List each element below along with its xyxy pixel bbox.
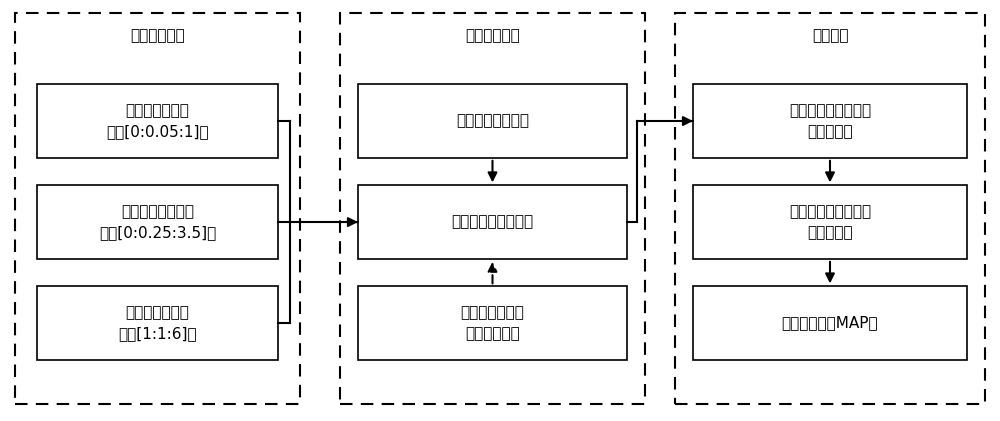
Bar xyxy=(340,13,645,404)
Text: 各档位特征加速度对
应的速度点: 各档位特征加速度对 应的速度点 xyxy=(789,204,871,240)
Bar xyxy=(358,84,627,158)
Bar xyxy=(693,286,967,360)
Text: 固定节气门开度
（如[0:0.05:1]）: 固定节气门开度 （如[0:0.05:1]） xyxy=(106,103,209,139)
Text: 各档位下控制MAP图: 各档位下控制MAP图 xyxy=(782,316,878,330)
Bar xyxy=(37,84,278,158)
Text: 仿真初始条件: 仿真初始条件 xyxy=(130,28,185,43)
Bar xyxy=(675,13,985,404)
Bar xyxy=(358,185,627,259)
Bar xyxy=(693,185,967,259)
Text: 道路试验模拟环境: 道路试验模拟环境 xyxy=(456,114,529,128)
Text: 各档位特征车速区间
对应加速度: 各档位特征车速区间 对应加速度 xyxy=(789,103,871,139)
Text: 汽车纵向动力学模型: 汽车纵向动力学模型 xyxy=(451,215,534,229)
Text: 仿真试验平台: 仿真试验平台 xyxy=(465,28,520,43)
Text: 固定制动主缸压力
（如[0:0.25:3.5]）: 固定制动主缸压力 （如[0:0.25:3.5]） xyxy=(99,204,216,240)
Text: 数据处理: 数据处理 xyxy=(812,28,848,43)
Bar xyxy=(693,84,967,158)
Bar xyxy=(37,286,278,360)
Text: 强非线性部件的
硬件在环模块: 强非线性部件的 硬件在环模块 xyxy=(461,305,524,341)
Bar xyxy=(37,185,278,259)
Text: 固定变速器档位
（如[1:1:6]）: 固定变速器档位 （如[1:1:6]） xyxy=(118,305,197,341)
Bar xyxy=(15,13,300,404)
Bar xyxy=(358,286,627,360)
